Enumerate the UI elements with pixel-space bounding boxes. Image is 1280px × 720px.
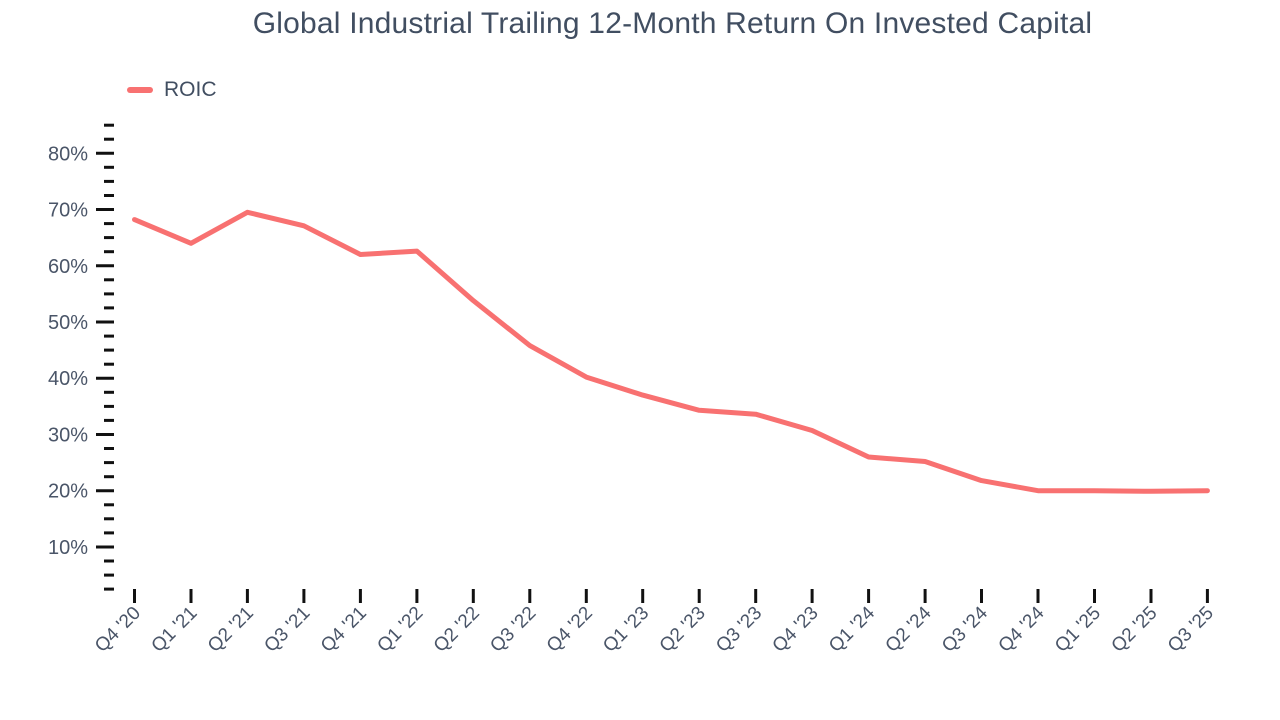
x-axis-label: Q3 '23: [712, 603, 766, 657]
chart-title: Global Industrial Trailing 12-Month Retu…: [252, 7, 1093, 40]
y-axis-label: 30%: [48, 425, 88, 447]
y-axis-label: 70%: [48, 200, 88, 222]
x-axis-label: Q3 '22: [486, 603, 540, 657]
x-axis-label: Q4 '21: [317, 603, 371, 657]
y-axis-label: 10%: [48, 537, 88, 559]
y-axis-label: 40%: [48, 368, 88, 390]
x-axis: Q4 '20 Q1 '21 Q2 '21 Q3 '21 Q4 '21 Q1 '22 Q2 '…: [91, 589, 1218, 657]
x-axis-label: Q1 '24: [825, 602, 879, 656]
x-axis-label: Q2 '23: [656, 603, 710, 657]
x-axis-label: Q2 '24: [882, 602, 936, 656]
x-axis-label: Q1 '23: [599, 603, 653, 657]
y-axis-label: 80%: [48, 143, 88, 165]
x-axis-label: Q1 '21: [148, 603, 202, 657]
legend[interactable]: ROIC: [127, 78, 217, 102]
x-axis-label: Q4 '23: [769, 603, 823, 657]
roic-line: [132, 209, 1210, 494]
x-axis-label: Q2 '22: [430, 603, 484, 657]
x-axis-label: Q2 '21: [204, 603, 258, 657]
y-axis: 10% 20% 30% 40% 50% 60% 70% 80%: [48, 123, 114, 591]
x-axis-label: Q1 '22: [373, 603, 427, 657]
x-axis-label: Q3 '24: [938, 602, 992, 656]
legend-swatch: [127, 87, 153, 93]
x-axis-label: Q3 '25: [1164, 603, 1218, 657]
x-axis-label: Q4 '24: [995, 602, 1049, 656]
x-axis-label: Q3 '21: [260, 603, 314, 657]
y-axis-label: 50%: [48, 312, 88, 334]
x-axis-label: Q2 '25: [1108, 603, 1162, 657]
legend-label: ROIC: [164, 78, 217, 101]
x-axis-label: Q4 '20: [91, 603, 145, 657]
y-axis-label: 60%: [48, 256, 88, 278]
x-axis-label: Q4 '22: [543, 603, 597, 657]
x-axis-label: Q1 '25: [1051, 603, 1105, 657]
y-axis-label: 20%: [48, 481, 88, 503]
